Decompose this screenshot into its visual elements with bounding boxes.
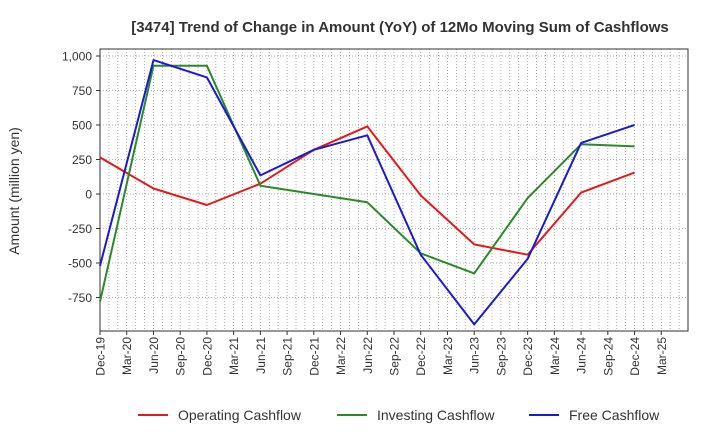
y-tick-label: -750 [68,291,92,305]
x-tick-label: Jun-24 [575,337,589,374]
x-tick-label: Sep-21 [281,337,295,376]
x-tick-label: Sep-24 [601,337,615,376]
x-tick-label: Sep-20 [174,337,188,376]
legend-label: Investing Cashflow [377,407,495,423]
y-tick-label: -500 [68,257,92,271]
axes: 1,000 750 500 250 0 -250 -500 -750 Dec-19 Mar-20 J… [62,48,689,376]
x-tick-label: Dec-19 [94,337,108,376]
y-tick-label: 750 [72,84,92,98]
x-tick-label: Jun-21 [254,337,268,374]
y-tick-label: -250 [68,222,92,236]
x-tick-label: Dec-23 [521,337,535,376]
x-tick-label: Mar-22 [334,337,348,375]
chart-title: [3474] Trend of Change in Amount (YoY) o… [131,19,669,36]
x-tick-label: Dec-24 [628,337,642,376]
x-tick-label: Sep-23 [494,337,508,376]
legend-label: Operating Cashflow [178,407,302,423]
x-tick-label: Dec-22 [414,337,428,376]
x-tick-label: Jun-20 [147,337,161,374]
x-tick-label: Dec-20 [200,337,214,376]
investing-cashflow-line [99,64,635,302]
x-tick-label: Mar-24 [548,337,562,375]
legend-item: Investing Cashflow [337,407,495,423]
legend: Operating Cashflow Investing Cashflow Free… [138,407,660,423]
series-lines [99,59,635,326]
free-cashflow-line [99,59,635,326]
x-tick-label: Jun-23 [468,337,482,374]
x-tick-label: Jun-22 [361,337,375,374]
y-tick-label: 0 [85,188,92,202]
x-tick-label: Mar-25 [655,337,669,375]
legend-label: Free Cashflow [569,407,660,423]
x-tick-label: Mar-23 [441,337,455,375]
operating-cashflow-line [99,125,635,256]
y-axis-label: Amount (million yen) [6,127,22,255]
legend-item: Free Cashflow [529,407,660,423]
x-tick-label: Dec-21 [307,337,321,376]
x-tick-label: Mar-20 [120,337,134,375]
legend-item: Operating Cashflow [138,407,302,423]
x-tick-label: Mar-21 [227,337,241,375]
y-tick-label: 250 [72,153,92,167]
x-tick-label: Sep-22 [388,337,402,376]
y-tick-label: 500 [72,119,92,133]
y-tick-label: 1,000 [62,50,92,64]
